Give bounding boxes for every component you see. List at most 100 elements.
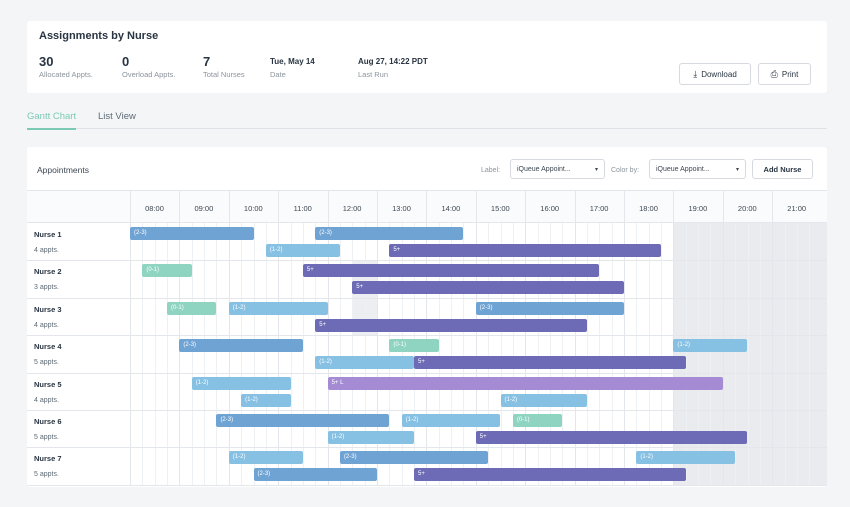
appointment-bar[interactable]: 5+ — [389, 244, 662, 257]
appointment-bar[interactable]: (1-2) — [265, 244, 340, 257]
quarter-gridline — [154, 223, 156, 485]
hour-label: 21:00 — [787, 204, 807, 213]
quarter-gridline — [562, 223, 564, 485]
appointment-bar[interactable]: (1-2) — [228, 451, 303, 465]
quarter-gridline — [525, 223, 527, 485]
print-button[interactable]: ⎙ Print — [758, 63, 811, 85]
quarter-gridline — [216, 223, 218, 485]
quarter-gridline — [327, 223, 329, 485]
appointment-bar[interactable]: 5+ — [475, 431, 748, 444]
appointment-bar[interactable]: (1-2) — [228, 301, 328, 315]
quarter-gridline — [228, 223, 230, 485]
quarter-gridline — [747, 223, 749, 485]
add-nurse-button[interactable]: Add Nurse — [752, 159, 813, 179]
appointment-bar[interactable]: (1-2) — [241, 393, 291, 407]
appointment-bar[interactable]: (2-3) — [253, 468, 377, 482]
appointment-bar[interactable]: (0-1) — [167, 301, 217, 315]
quarter-gridline — [698, 223, 700, 485]
label-select[interactable]: iQueue Appoint... ▾ — [510, 159, 605, 179]
page-title: Assignments by Nurse — [39, 30, 159, 42]
download-icon: ⤓ — [693, 68, 698, 79]
date-stat: Tue, May 14 Date — [270, 55, 315, 79]
appointment-bar[interactable]: (1-2) — [191, 376, 291, 390]
hour-label: 11:00 — [293, 204, 312, 213]
appointment-bar[interactable]: 5+ — [315, 318, 587, 332]
quarter-gridline — [290, 223, 292, 485]
overload-appts-value: 0 — [122, 54, 130, 69]
appointment-bar[interactable]: (2-3) — [475, 301, 624, 315]
appointments-title: Appointments — [37, 165, 89, 175]
overload-appts-stat: 0 Overload Appts. — [122, 54, 176, 80]
hour-divider — [327, 191, 329, 224]
appointment-bar[interactable]: (0-1) — [512, 414, 563, 427]
quarter-gridline — [401, 223, 403, 485]
appointment-bar[interactable]: (0-1) — [389, 339, 439, 353]
appointment-bar[interactable]: 5+ L — [327, 376, 723, 390]
total-nurses-label: Total Nurses — [203, 70, 245, 79]
appointment-bar[interactable]: (2-3) — [339, 451, 489, 465]
hour-divider — [475, 191, 477, 224]
appointment-bar[interactable]: (1-2) — [500, 393, 587, 407]
appointment-bar[interactable]: 5+ — [414, 356, 686, 370]
hour-divider — [179, 191, 181, 224]
label-caption: Label: — [481, 167, 501, 174]
hour-divider — [722, 191, 724, 224]
appointment-bar[interactable]: 5+ — [414, 468, 686, 482]
appointment-bar[interactable]: (1-2) — [673, 339, 748, 353]
overload-appts-label: Overload Appts. — [122, 70, 176, 79]
quarter-gridline — [130, 223, 131, 485]
row-divider — [27, 372, 827, 374]
appointment-bar[interactable]: (2-3) — [315, 227, 464, 240]
quarter-gridline — [796, 223, 798, 485]
nurse-appt-count: 4 appts. — [34, 396, 59, 404]
appointment-bar[interactable]: 5+ — [302, 264, 600, 278]
last-run-stat: Aug 27, 14:22 PDT Last Run — [358, 55, 428, 79]
allocated-appts-value: 30 — [39, 54, 54, 69]
quarter-gridline — [611, 223, 613, 485]
after-hours-shade — [673, 223, 827, 485]
appointment-bar[interactable]: 5+ — [352, 281, 624, 295]
color-by-caption: Color by: — [611, 167, 640, 174]
quarter-gridline — [759, 223, 761, 485]
color-by-select-value: iQueue Appoint... — [656, 165, 710, 173]
quarter-gridline — [586, 223, 588, 485]
quarter-gridline — [673, 223, 675, 485]
appointment-bar[interactable]: (1-2) — [401, 414, 501, 427]
appointment-bar[interactable]: (1-2) — [636, 451, 736, 465]
quarter-gridline — [735, 223, 737, 485]
appointment-bar[interactable]: (1-2) — [327, 431, 415, 444]
color-by-select[interactable]: iQueue Appoint... ▾ — [649, 159, 746, 179]
quarter-gridline — [685, 223, 687, 485]
quarter-gridline — [574, 223, 576, 485]
appointment-bar[interactable]: (0-1) — [142, 264, 192, 278]
nurse-appt-count: 5 appts. — [34, 359, 59, 367]
quarter-gridline — [772, 223, 774, 485]
tab-gantt-chart[interactable]: Gantt Chart — [27, 111, 77, 130]
quarter-gridline — [710, 223, 712, 485]
download-button[interactable]: ⤓ Download — [679, 63, 751, 85]
quarter-gridline — [414, 223, 416, 485]
date-value: Tue, May 14 — [270, 57, 315, 66]
quarter-gridline — [364, 223, 366, 485]
allocated-appts-label: Allocated Appts. — [39, 70, 93, 79]
hour-label: 09:00 — [194, 204, 214, 213]
hour-label: 19:00 — [688, 204, 708, 213]
appointment-bar[interactable]: (1-2) — [315, 356, 415, 370]
quarter-gridline — [549, 223, 551, 485]
appointment-bar[interactable]: (2-3) — [179, 339, 303, 353]
hour-label: 16:00 — [540, 204, 560, 213]
quarter-gridline — [648, 223, 650, 485]
quarter-gridline — [191, 223, 193, 485]
gantt-chart: 08:00 09:00 10:00 11:00 12:00 13:00 14:00 15:00… — [27, 190, 827, 487]
appointment-bar[interactable]: (2-3) — [216, 414, 390, 427]
quarter-gridline — [475, 223, 477, 485]
appointment-bar[interactable]: (2-3) — [130, 227, 254, 240]
quarter-gridline — [265, 223, 267, 485]
hour-label: 08:00 — [145, 204, 164, 213]
nurse-name: Nurse 6 — [34, 417, 62, 426]
row-divider — [27, 297, 827, 299]
quarter-gridline — [352, 223, 354, 485]
row-divider — [27, 410, 827, 411]
tab-list-view[interactable]: List View — [98, 111, 136, 122]
quarter-gridline — [636, 223, 638, 485]
